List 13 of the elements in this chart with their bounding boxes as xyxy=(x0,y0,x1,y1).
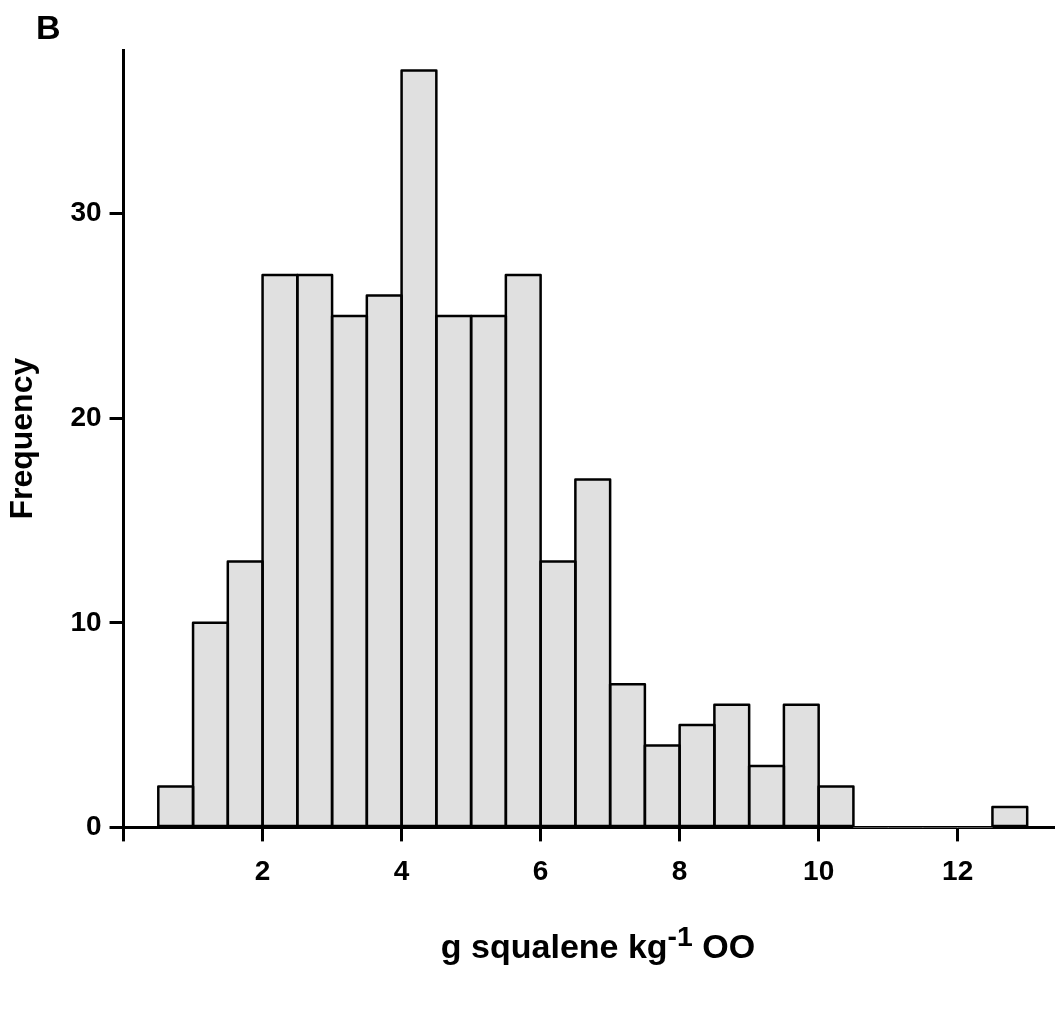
x-tick-label: 8 xyxy=(671,854,688,886)
y-tick-label: 20 xyxy=(70,400,102,432)
y-axis-title: Frequency xyxy=(3,357,40,520)
x-tick-label: 2 xyxy=(254,854,271,886)
x-tick-label: 10 xyxy=(803,854,835,886)
y-tick-label: 30 xyxy=(70,196,102,228)
text: B xyxy=(36,8,61,47)
x-axis-title: g squalene kg$^{-1}$ OO xyxy=(439,920,757,967)
x-tick-label: 4 xyxy=(393,854,410,886)
x-tick-label: 6 xyxy=(532,854,549,886)
x-tick-label: 12 xyxy=(942,854,974,886)
y-tick-label: 0 xyxy=(85,810,102,842)
y-tick-label: 10 xyxy=(70,605,102,637)
